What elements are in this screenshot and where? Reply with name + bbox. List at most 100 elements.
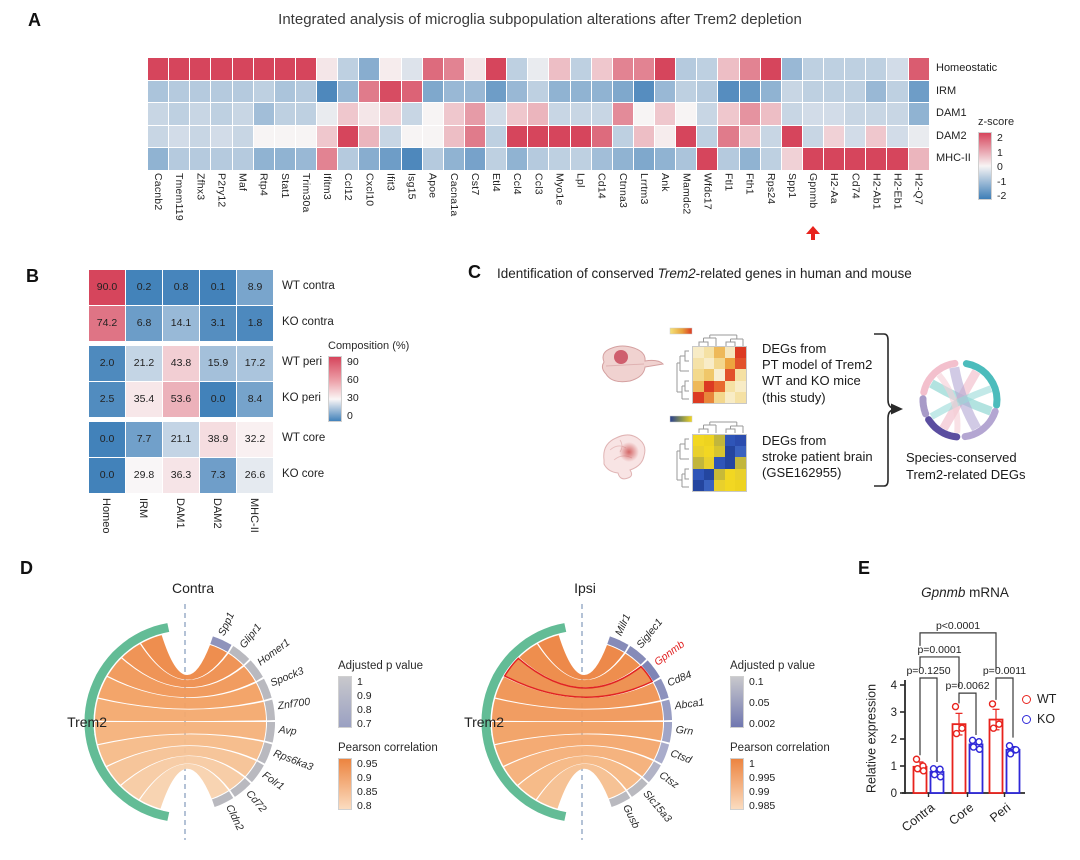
heatmap-cell [148,125,169,148]
mini-heatmap-cell [703,479,715,491]
mini-heatmap-cell [703,446,715,458]
data-point [1006,750,1015,758]
heatmap-cell [824,58,845,80]
mini-heatmap-cell [735,380,746,392]
mini-heatmap-cell [714,391,725,403]
gene-label-cd72: Cd72 [243,788,268,815]
gene-label: Myo1e [553,173,566,206]
panel-c-title: Identification of conserved Trem2-relate… [497,266,912,281]
composition-cell: 2.5 [89,382,125,417]
gene-label: Mamdc2 [680,173,693,215]
colorbar-title: Composition (%) [328,340,410,352]
heatmap-cell [612,80,633,103]
gene-label: Apoe [426,173,439,199]
y-tick-label: 4 [891,680,898,692]
composition-cell: 38.9 [200,422,236,457]
mini-heatmap-cell [714,468,725,480]
heatmap-cell [169,80,190,103]
heatmap-cell [528,148,549,170]
data-point [912,755,921,763]
chord-ribbon-abca1 [492,698,663,722]
text-line: PT model of Trem2 [762,357,873,373]
segment-cd72 [230,778,251,797]
heatmap-cell [317,103,338,125]
colorbar-gradient [978,132,992,200]
heatmap-cell [760,58,781,80]
panel-label-b: B [26,266,39,286]
data-point [951,702,960,711]
data-point [952,729,961,738]
heatmap-cell [528,80,549,103]
segment-spock3 [256,678,272,701]
color-scale-strip-human [669,415,693,423]
legend-tick: 0.8 [357,800,372,812]
mini-heatmap-cell [714,380,725,392]
heatmap-cell [295,80,316,103]
composition-cell: 36.3 [163,458,199,493]
data-point [975,745,984,753]
colorbar-tick: 30 [347,392,359,404]
legend-gradient [730,758,744,810]
chord-ribbon-cldn2 [140,763,229,809]
contra-title: Contra [171,580,215,596]
colorbar-title: z-score [978,116,1015,128]
heatmap-cell [211,80,232,103]
heatmap-cell [549,80,570,103]
heatmap-cell [824,148,845,170]
gene-label: Cst7 [468,173,481,196]
gene-label: Rps24 [764,173,777,205]
chord-ribbon-cd72 [121,756,244,800]
mini-heatmap-cell [703,468,715,480]
legend-marker [1022,714,1031,724]
heatmap-cell [528,103,549,125]
data-point [1005,742,1014,750]
text-line: DEGs from [762,341,827,356]
legend-block: Pearson correlation 0.95 0.9 0.85 0.8 [338,742,448,812]
chord-ribbon-folr1 [107,746,256,785]
data-point [936,765,944,773]
mini-heatmap-cell [735,468,746,480]
gene-label-siglec1: Siglec1 [634,616,665,650]
heatmap-cell [781,148,802,170]
heatmap-cell [507,80,528,103]
colorbar-gradient [328,356,342,422]
composition-cell: 26.6 [237,458,273,493]
segment-slc15a3 [627,778,648,797]
chord-ribbon-gpnmb [503,657,654,698]
heatmap-cell [317,80,338,103]
chord-ribbon-spock3 [98,677,264,709]
legend-title: Pearson correlation [730,742,830,754]
heatmap-cell [591,80,612,103]
row-label: KO core [282,468,325,480]
heatmap-cell [633,103,654,125]
chord-ribbon [936,372,961,434]
heatmap-cell [633,58,654,80]
gpnmb-bar-chart: 0 1 2 3 4 p=0.1250 p=0.0062 p=0.0011 p=0.0001 p<0… [891,620,1027,835]
gene-label-abca1: Abca1 [673,696,705,712]
title-gene: Trem2 [657,266,696,281]
segment-cldn2 [211,791,234,807]
chord-ribbon [929,379,993,416]
mini-heatmap-cell [714,446,725,458]
colorbar-tick: 60 [347,374,359,386]
composition-colorbar: Composition (%) 90 60 30 0 [328,340,409,422]
heatmap-cell [739,148,760,170]
heatmap-cell [676,58,697,80]
panel-label-a: A [28,10,41,30]
segment-siglec1 [625,645,647,665]
heatmap-cell [274,80,295,103]
heatmap-cell [380,148,401,170]
segment-folr1 [245,761,264,783]
data-point [1012,746,1020,754]
mini-heatmap-cell [693,446,704,458]
heatmap-cell [253,80,274,103]
row-label: MHC-II [936,152,971,165]
heatmap-cell [887,58,908,80]
heatmap-cell [718,125,739,148]
mini-heatmap-cell [714,457,725,469]
gene-label: Ccl3 [532,173,545,195]
composition-cell: 7.3 [200,458,236,493]
data-point [913,764,922,773]
gene-label: Cacnb2 [152,173,164,211]
